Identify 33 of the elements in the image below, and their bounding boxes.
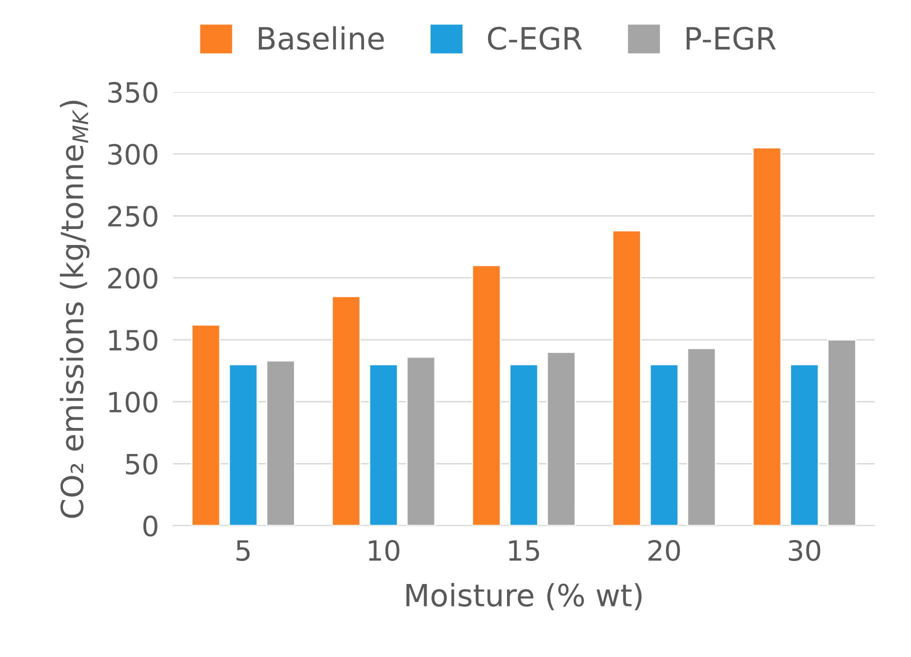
bar — [472, 264, 502, 526]
y-axis-title: CO₂ emissions (kg/tonne$_{MK}$) — [60, 100, 90, 518]
bar — [752, 147, 782, 526]
bar — [546, 351, 576, 526]
x-tick-label: 30 — [788, 540, 820, 561]
bar — [827, 339, 857, 526]
y-tick-label: 150 — [109, 330, 158, 351]
legend-label: P-EGR — [686, 26, 776, 50]
bar — [191, 324, 221, 526]
x-tick-label: 5 — [236, 540, 250, 561]
bar — [790, 364, 820, 526]
x-tick-label: 10 — [368, 540, 400, 561]
y-tick-label: 100 — [109, 392, 158, 413]
y-tick-label: 250 — [108, 206, 158, 227]
bar — [228, 364, 258, 526]
bar — [368, 364, 398, 526]
x-tick-label: 20 — [648, 540, 680, 561]
bar — [612, 230, 642, 526]
legend-label: Baseline — [258, 26, 384, 50]
bar — [406, 356, 436, 526]
bar — [266, 360, 296, 526]
y-tick-label: 350 — [108, 82, 158, 103]
bar — [686, 348, 716, 526]
y-tick-label: 200 — [108, 268, 158, 289]
bar — [331, 296, 361, 526]
y-tick-label: 0 — [143, 516, 158, 537]
y-tick-label: 50 — [126, 454, 158, 475]
x-axis-title: Moisture (% wt) — [406, 583, 642, 610]
bar — [509, 364, 539, 526]
legend-label: C-EGR — [488, 26, 582, 50]
y-tick-label: 300 — [108, 144, 158, 165]
x-tick-label: 15 — [509, 540, 540, 561]
bar — [649, 364, 679, 526]
